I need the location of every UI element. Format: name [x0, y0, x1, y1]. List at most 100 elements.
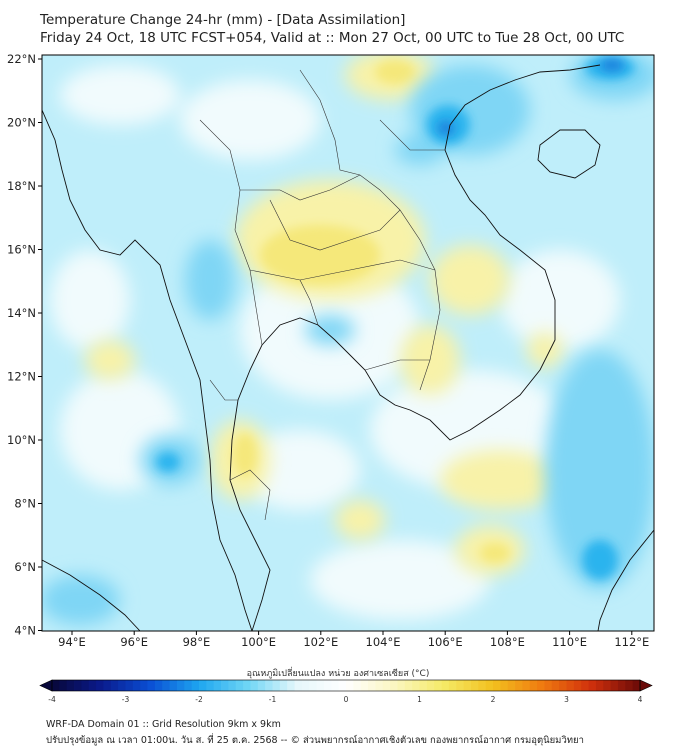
colorbar-segment — [382, 680, 391, 691]
colorbar-segment — [448, 680, 457, 691]
colorbar-segment — [96, 680, 104, 691]
latitude-axis: 22°N 20°N 18°N 16°N 14°N 12°N 10°N 8°N 6°N 4°N — [7, 52, 42, 638]
colorbar-segment — [265, 680, 273, 691]
lat-label: 16°N — [7, 243, 36, 257]
colorbar-segment — [463, 680, 472, 691]
lat-label: 18°N — [7, 179, 36, 193]
footer-credit: ปรับปรุงข้อมูล ณ เวลา 01:00น. วัน ส. ที่… — [46, 735, 584, 746]
colorbar-segment — [221, 680, 229, 691]
colorbar-segment — [272, 680, 281, 691]
colorbar-segment — [213, 680, 222, 691]
colorbar-tick-label: -2 — [195, 695, 203, 704]
lon-label: 106°E — [428, 635, 463, 649]
colorbar-title: อุณหภูมิเปลี่ยนแปลง หน่วย องศาเซลเซียส (… — [246, 669, 430, 679]
colorbar-segment — [74, 680, 82, 691]
colorbar-segment — [176, 680, 185, 691]
lat-label: 6°N — [14, 560, 36, 574]
colorbar-segment — [632, 680, 641, 691]
colorbar-segment — [544, 680, 553, 691]
admin-borders — [199, 69, 445, 521]
colorbar-segment — [573, 680, 582, 691]
lon-label: 100°E — [241, 635, 276, 649]
lat-label: 14°N — [7, 306, 36, 320]
colorbar-outline — [51, 679, 641, 692]
colorbar-segment — [551, 680, 560, 691]
coastlines — [42, 64, 654, 631]
colorbar-segment — [507, 680, 516, 691]
colorbar-segment — [338, 680, 347, 691]
colorbar-segment — [426, 680, 435, 691]
colorbar-segment — [625, 680, 634, 691]
longitude-axis: 94°E 96°E 98°E 100°E 102°E 104°E 106°E 108°E 110… — [58, 631, 649, 649]
colorbar-segment — [81, 680, 90, 691]
colorbar-segment — [323, 680, 332, 691]
colorbar-segment — [154, 680, 163, 691]
lon-label: 94°E — [58, 635, 86, 649]
colorbar-segment — [118, 680, 126, 691]
colorbar-segment — [412, 680, 420, 691]
colorbar-segment — [404, 680, 413, 691]
colorbar-segment — [294, 680, 303, 691]
colorbar-tick-label: 2 — [491, 695, 496, 704]
colorbar-segment — [375, 680, 384, 691]
colorbar-min-arrow — [39, 679, 53, 692]
lon-label: 104°E — [366, 635, 401, 649]
colorbar-tick-label: -3 — [122, 695, 130, 704]
lon-label: 110°E — [552, 635, 587, 649]
map-frame — [41, 54, 655, 632]
footer-model-info: WRF-DA Domain 01 :: Grid Resolution 9km … — [46, 719, 281, 730]
lon-label: 112°E — [614, 635, 649, 649]
colorbar-segment — [434, 680, 442, 691]
colorbar-segment — [206, 680, 215, 691]
colorbar-tick-label: 4 — [638, 695, 643, 704]
colorbar-segment — [595, 680, 604, 691]
colorbar-segment — [368, 680, 376, 691]
colorbar-segment — [353, 680, 362, 691]
colorbar-segment — [287, 680, 295, 691]
colorbar-segment — [147, 680, 156, 691]
map-title: Temperature Change 24-hr (mm) - [Data As… — [40, 12, 406, 28]
lat-label: 12°N — [7, 370, 36, 384]
colorbar-segment — [500, 680, 509, 691]
lat-label: 20°N — [7, 116, 36, 130]
colorbar-segment — [493, 680, 501, 691]
colorbar-max-arrow — [639, 679, 653, 692]
colorbar-segment — [419, 680, 428, 691]
colorbar-segment — [169, 680, 178, 691]
colorbar-segment — [125, 680, 134, 691]
colorbar-segment — [390, 680, 398, 691]
colorbar-segment — [140, 680, 148, 691]
lon-label: 96°E — [120, 635, 148, 649]
colorbar-segment — [316, 680, 325, 691]
colorbar-segment — [228, 680, 237, 691]
colorbar-segment — [88, 680, 97, 691]
colorbar-segment — [66, 680, 75, 691]
colorbar-segment — [522, 680, 531, 691]
colorbar-segment — [346, 680, 354, 691]
colorbar-segment — [132, 680, 141, 691]
colorbar-segment — [397, 680, 406, 691]
lat-label: 22°N — [7, 52, 36, 66]
colorbar-segment — [470, 680, 479, 691]
colorbar-segment — [279, 680, 288, 691]
colorbar-segment — [250, 680, 259, 691]
colorbar-segment — [478, 680, 487, 691]
colorbar-segment — [59, 680, 68, 691]
colorbar-tick-label: 3 — [564, 695, 569, 704]
colorbar-tick-label: -4 — [48, 695, 56, 704]
colorbar-segment — [515, 680, 523, 691]
map-subtitle: Friday 24 Oct, 18 UTC FCST+054, Valid at… — [40, 30, 625, 46]
colorbar-segment — [257, 680, 266, 691]
colorbar-segment — [566, 680, 575, 691]
lon-label: 98°E — [183, 635, 211, 649]
colorbar-segment — [301, 680, 310, 691]
colorbar-segment — [529, 680, 538, 691]
colorbar-segment — [110, 680, 119, 691]
colorbar-segment — [610, 680, 619, 691]
colorbar-segment — [309, 680, 317, 691]
lat-label: 4°N — [14, 624, 36, 638]
colorbar-tick-label: 1 — [417, 695, 422, 704]
colorbar-segment — [184, 680, 193, 691]
colorbar-tick-label: 0 — [344, 695, 349, 704]
